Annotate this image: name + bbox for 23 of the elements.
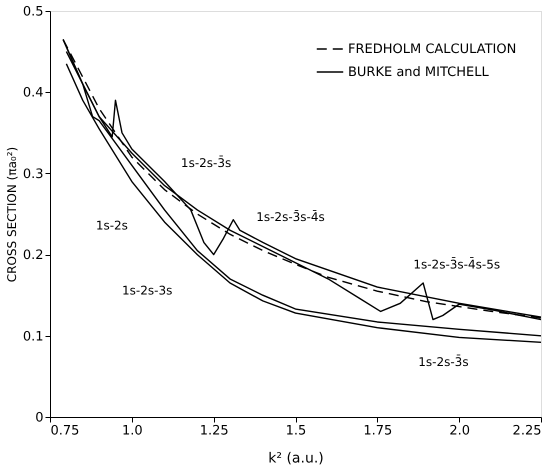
x-tick-label: 1.25 — [200, 424, 229, 438]
annotation: 1s-2s-3s — [122, 283, 172, 298]
x-tick-label: 2.25 — [512, 424, 542, 438]
x-tick-label: 1.5 — [286, 424, 306, 438]
y-tick-label: 0.1 — [22, 329, 44, 344]
y-tick-label: 0.4 — [22, 86, 44, 101]
annotation: 1s-2s — [96, 218, 128, 232]
y-tick-label: 0.5 — [22, 4, 44, 20]
y-axis-title: CROSS SECTION (πa₀²) — [4, 146, 19, 282]
x-axis-title: k² (a.u.) — [268, 450, 324, 466]
y-tick-label: 0.2 — [22, 248, 44, 264]
x-tick-label: 2.0 — [449, 424, 470, 438]
annotation: 1s-2s-3̄s — [180, 156, 232, 170]
y-tick-label: 0 — [35, 410, 44, 426]
x-tick-label: 0.75 — [50, 424, 80, 438]
annotation: 1s-2s-3̄s-4̄s-5s — [413, 257, 500, 272]
y-tick-label: 0.3 — [22, 166, 44, 182]
legend-label: FREDHOLM CALCULATION — [348, 42, 516, 57]
annotation: 1s-2s-3̄s-4̄s — [256, 210, 325, 224]
x-tick-label: 1.0 — [122, 424, 143, 438]
legend-label: BURKE and MITCHELL — [348, 65, 490, 80]
x-tick-label: 1.75 — [363, 424, 392, 438]
annotation: 1s-2s-3̄s — [418, 354, 469, 369]
